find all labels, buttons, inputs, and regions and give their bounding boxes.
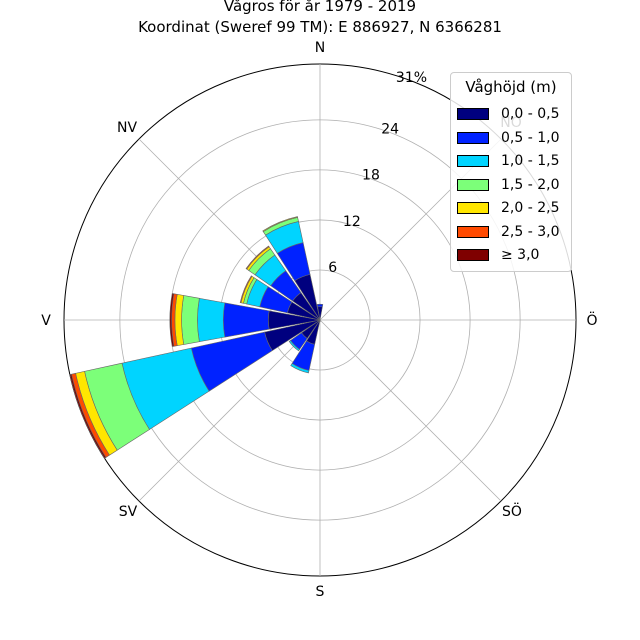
grid-spoke bbox=[138, 319, 321, 502]
chart-subtitle: Koordinat (Sweref 99 TM): E 886927, N 63… bbox=[138, 18, 502, 36]
legend-swatch bbox=[457, 108, 489, 120]
grid-spoke bbox=[319, 319, 502, 502]
legend-item: 1,0 - 1,5 bbox=[457, 152, 569, 170]
sector-bar bbox=[69, 319, 321, 459]
legend-item: 2,5 - 3,0 bbox=[457, 223, 569, 241]
direction-label: S bbox=[316, 584, 325, 600]
bar-segment bbox=[197, 297, 226, 343]
legend-item: 0,5 - 1,0 bbox=[457, 129, 569, 147]
sector-bar bbox=[288, 319, 321, 352]
legend-label: ≥ 3,0 bbox=[501, 247, 540, 263]
radial-tick-label: 24 bbox=[381, 121, 399, 137]
chart-title: Vågros för år 1979 - 2019 bbox=[223, 0, 417, 15]
legend-item: 0,0 - 0,5 bbox=[457, 105, 569, 123]
legend-swatch bbox=[457, 178, 489, 191]
legend-label: 0,0 - 0,5 bbox=[501, 106, 560, 122]
legend-swatch bbox=[457, 131, 489, 144]
sector-bar bbox=[169, 293, 321, 347]
legend-label: 1,5 - 2,0 bbox=[501, 176, 560, 193]
legend-item: ≥ 3,0 bbox=[457, 246, 569, 264]
legend-item: 2,0 - 2,5 bbox=[457, 199, 569, 217]
bar-segment bbox=[181, 295, 200, 345]
legend-swatch bbox=[457, 155, 489, 167]
radial-tick-label: 12 bbox=[343, 214, 361, 230]
bar-segment bbox=[290, 363, 310, 374]
bar-segment bbox=[245, 245, 270, 270]
bar-segment bbox=[69, 373, 107, 459]
sector-bar bbox=[290, 319, 321, 374]
legend-label: 2,5 - 3,0 bbox=[501, 223, 560, 240]
legend-swatch bbox=[457, 225, 489, 238]
legend-title: Våghöjd (m) bbox=[465, 78, 557, 96]
legend: Våghöjd (m) 0,0 - 0,5 0,5 - 1,0 1,0 - 1,5 1… bbox=[450, 72, 572, 272]
sector-bar bbox=[316, 303, 324, 321]
polar-grid bbox=[63, 63, 577, 577]
bar-segment bbox=[239, 275, 253, 304]
legend-swatch bbox=[457, 202, 489, 214]
legend-item: 1,5 - 2,0 bbox=[457, 176, 569, 194]
bar-segment bbox=[316, 303, 324, 308]
legend-label: 0,5 - 1,0 bbox=[501, 129, 560, 146]
legend-swatch bbox=[457, 249, 489, 261]
direction-label: SÖ bbox=[502, 502, 522, 520]
direction-label: N bbox=[315, 40, 325, 56]
bar-segment bbox=[169, 293, 175, 347]
sector-bar bbox=[245, 245, 321, 321]
legend-label: 2,0 - 2,5 bbox=[501, 200, 560, 216]
radial-tick-label: 18 bbox=[362, 168, 380, 184]
direction-label: SV bbox=[119, 504, 138, 520]
radial-tick-label: 31% bbox=[396, 70, 427, 86]
legend-label: 1,0 - 1,5 bbox=[501, 153, 560, 169]
bars bbox=[69, 216, 324, 459]
bar-segment bbox=[262, 216, 298, 232]
bar-segment bbox=[288, 340, 300, 352]
sector-bar bbox=[262, 216, 321, 321]
direction-label: Ö bbox=[586, 311, 597, 329]
sector-bar bbox=[239, 275, 321, 321]
direction-label: NV bbox=[117, 120, 137, 136]
bar-segment bbox=[223, 302, 270, 338]
direction-label: V bbox=[41, 313, 51, 329]
radial-tick-label: 6 bbox=[328, 260, 337, 276]
